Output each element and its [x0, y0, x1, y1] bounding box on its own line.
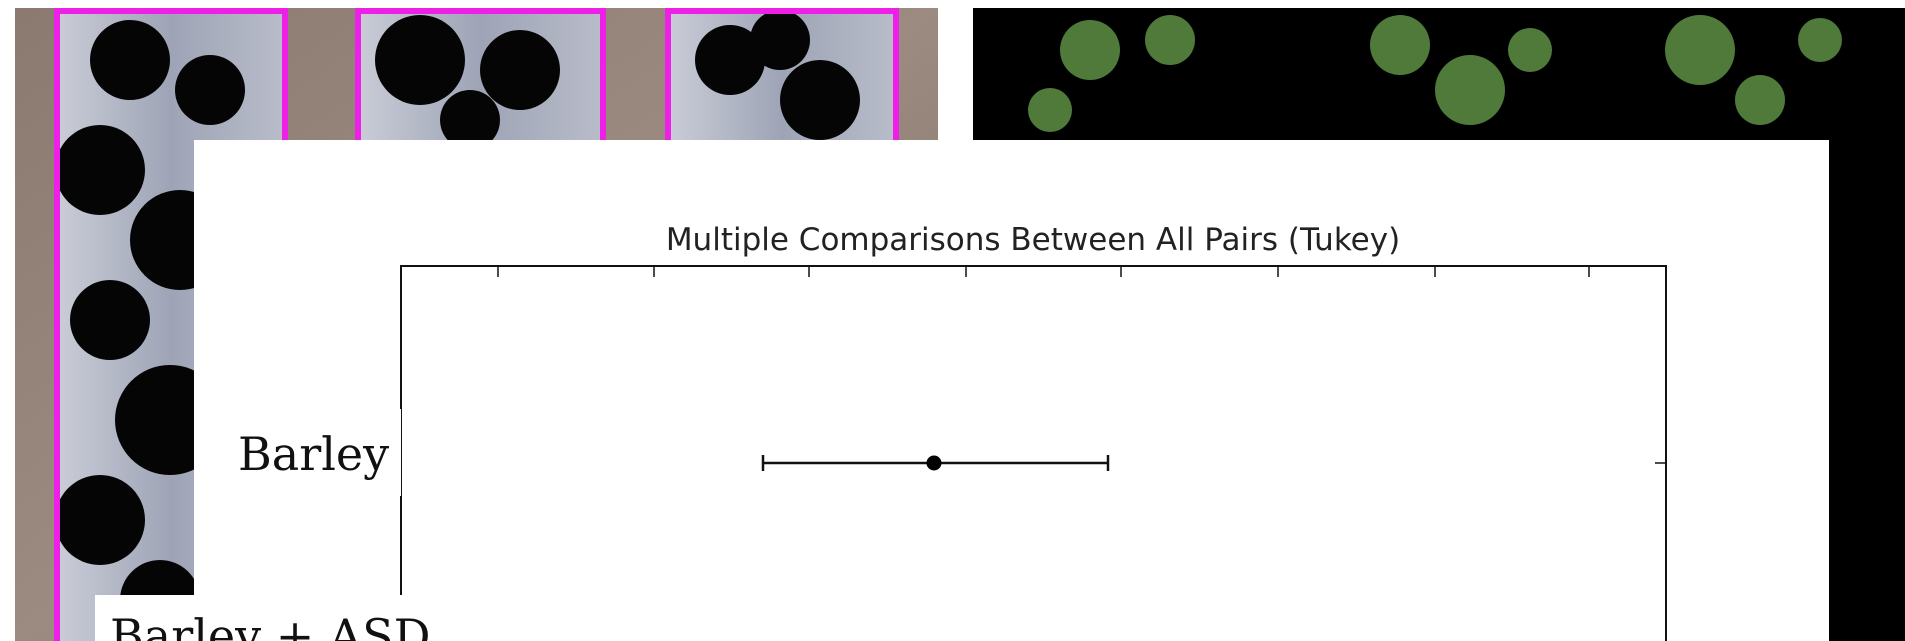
- mean-point: [926, 455, 942, 471]
- chart-panel: Multiple Comparisons Between All Pairs (…: [95, 140, 1829, 641]
- row-label: Barley + ASD: [110, 609, 431, 641]
- chart-title: Multiple Comparisons Between All Pairs (…: [666, 222, 1400, 258]
- row-label: Barley: [238, 427, 389, 481]
